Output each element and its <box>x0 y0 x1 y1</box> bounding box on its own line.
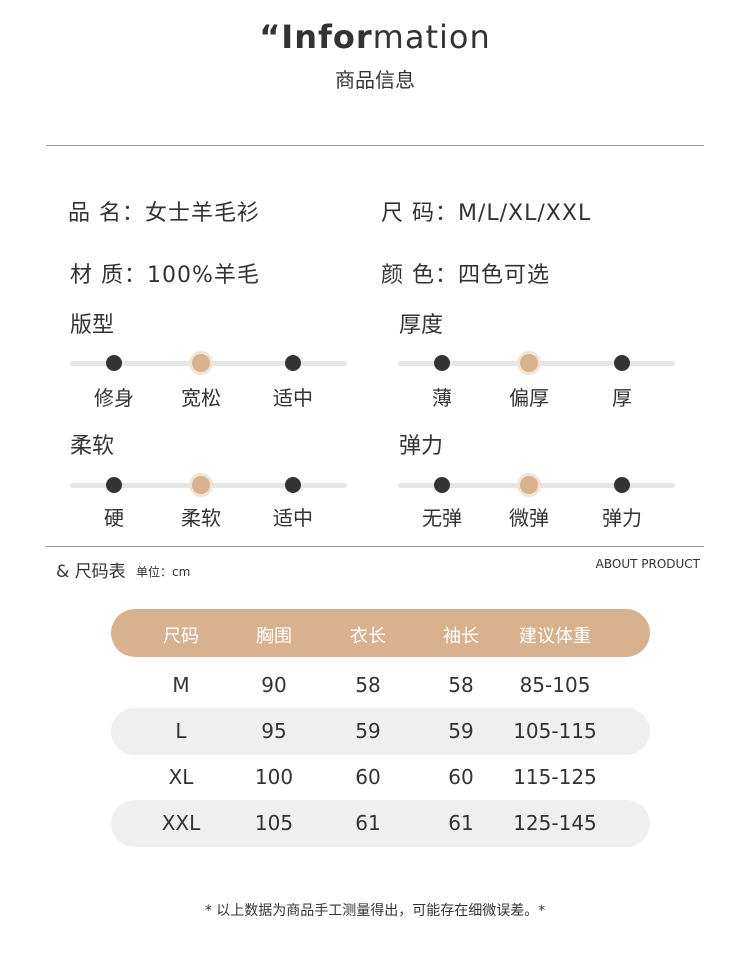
table-cell: 100 <box>254 765 294 789</box>
attribute-option-label: 厚 <box>612 386 632 410</box>
table-cell: L <box>175 719 187 743</box>
table-row-background <box>111 708 650 755</box>
table-cell: 85-105 <box>519 673 591 697</box>
header-title-bold: “Infor <box>259 18 373 56</box>
attribute-dot <box>106 477 122 493</box>
size-chart-title: & 尺码表 <box>56 562 126 582</box>
header-title-light: mation <box>372 18 491 56</box>
attribute-dot <box>285 477 301 493</box>
attribute-option-label: 柔软 <box>181 506 221 530</box>
info-size: 尺 码：M/L/XL/XXL <box>381 201 592 226</box>
table-header-cell: 胸围 <box>256 626 292 647</box>
attribute-option-label: 微弹 <box>509 506 549 530</box>
attribute-dot-selected <box>192 476 210 494</box>
attribute-option-label: 薄 <box>432 386 452 410</box>
attribute-option-label: 适中 <box>273 386 313 410</box>
table-cell: 90 <box>261 673 287 697</box>
attribute-title: 厚度 <box>399 313 444 338</box>
header-title: “Information <box>0 18 750 56</box>
table-cell: 115-125 <box>513 765 597 789</box>
table-cell: 61 <box>448 811 474 835</box>
table-cell: 60 <box>355 765 381 789</box>
table-cell: 59 <box>355 719 381 743</box>
table-cell: XXL <box>161 811 201 835</box>
top-divider <box>46 145 704 146</box>
attribute-dot-selected <box>192 354 210 372</box>
table-cell: 58 <box>448 673 474 697</box>
size-chart-unit: 单位：cm <box>136 565 191 579</box>
attribute-option-label: 适中 <box>273 506 313 530</box>
attribute-dot <box>106 355 122 371</box>
attribute-dot-selected <box>520 354 538 372</box>
attribute-dot <box>434 477 450 493</box>
size-chart-title-en: ABOUT PRODUCT <box>595 557 700 571</box>
table-cell: 60 <box>448 765 474 789</box>
attribute-option-label: 宽松 <box>181 386 221 410</box>
attribute-title: 柔软 <box>70 434 115 459</box>
attribute-option-label: 弹力 <box>602 506 642 530</box>
table-cell: 105 <box>254 811 294 835</box>
table-header-cell: 衣长 <box>350 626 386 647</box>
attribute-dot <box>285 355 301 371</box>
table-cell: 125-145 <box>513 811 597 835</box>
attribute-dot <box>614 355 630 371</box>
table-header-cell: 袖长 <box>443 626 479 647</box>
footnote: * 以上数据为商品手工测量得出，可能存在细微误差。* <box>204 903 546 919</box>
table-cell: 58 <box>355 673 381 697</box>
middle-divider <box>46 546 704 547</box>
table-header-cell: 建议体重 <box>519 626 591 647</box>
table-row-background <box>111 800 650 847</box>
attribute-option-label: 硬 <box>104 506 124 530</box>
info-material: 材 质：100%羊毛 <box>70 263 260 288</box>
attribute-dot-selected <box>520 476 538 494</box>
table-cell: 105-115 <box>513 719 597 743</box>
info-color: 颜 色：四色可选 <box>381 263 550 288</box>
attribute-dot <box>434 355 450 371</box>
attribute-option-label: 无弹 <box>422 506 462 530</box>
table-header-cell: 尺码 <box>163 626 199 647</box>
attribute-title: 版型 <box>70 313 115 338</box>
table-cell: XL <box>168 765 194 789</box>
table-header <box>111 609 650 657</box>
attribute-option-label: 偏厚 <box>509 386 549 410</box>
table-cell: M <box>172 673 190 697</box>
attribute-dot <box>614 477 630 493</box>
attribute-title: 弹力 <box>399 434 444 459</box>
attribute-option-label: 修身 <box>94 386 134 410</box>
info-name: 品 名：女士羊毛衫 <box>68 201 260 226</box>
table-cell: 59 <box>448 719 474 743</box>
header-subtitle: 商品信息 <box>335 68 415 92</box>
table-cell: 95 <box>261 719 287 743</box>
table-cell: 61 <box>355 811 381 835</box>
